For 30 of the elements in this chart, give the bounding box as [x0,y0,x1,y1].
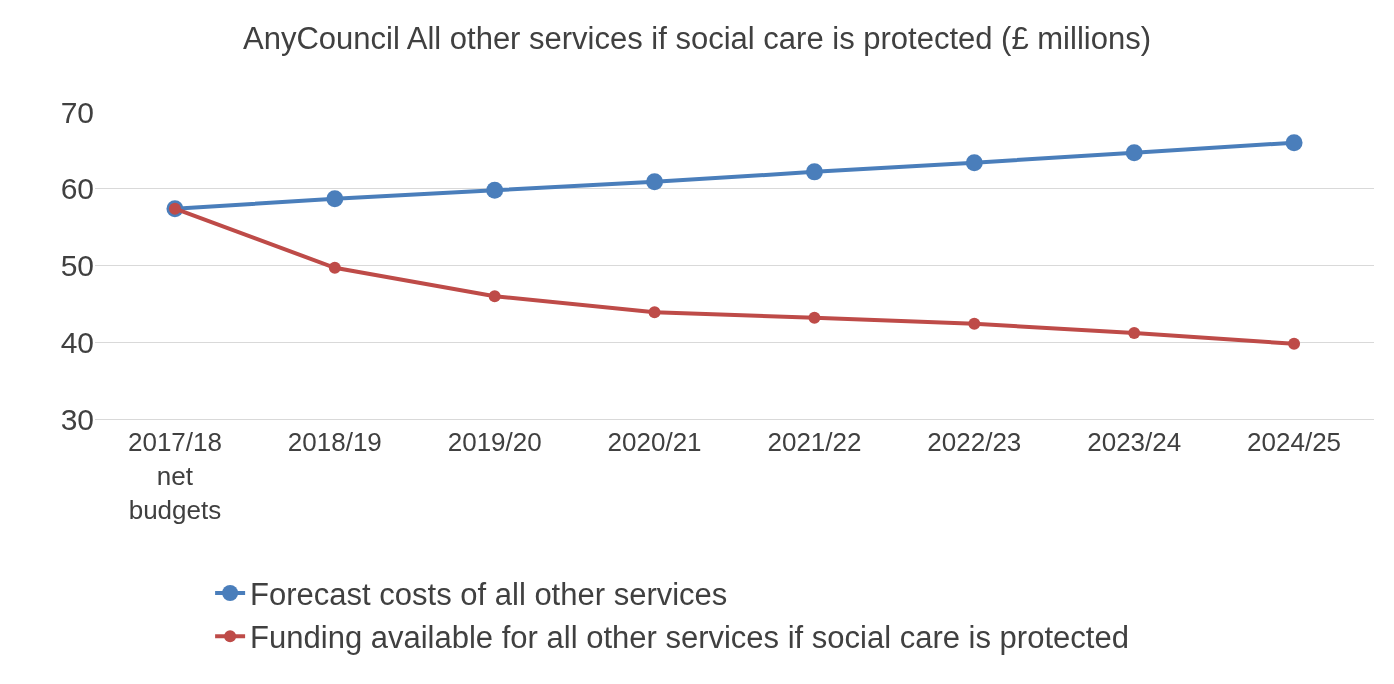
x-tick-label: 2020/21 [607,427,702,458]
x-tick-label: 2018/19 [287,427,382,458]
point [328,261,341,274]
point [646,173,664,191]
legend-label: Funding available for all other services if social care is protected [250,620,1129,656]
point [805,163,823,181]
point [486,181,504,199]
x-tick-label: 2022/23 [927,427,1022,458]
y-tick-label: 50 [60,249,94,282]
x-tick-label: 2017/18 net budgets [127,427,222,525]
point [1128,327,1141,340]
point [488,290,501,303]
point [1125,144,1143,162]
point [326,190,344,208]
y-tick-label: 70 [60,95,94,129]
x-tick-label: 2024/25 [1247,427,1342,458]
point [1285,134,1303,152]
y-tick-label: 30 [60,402,94,436]
x-tick-label: 2023/24 [1087,427,1182,458]
y-tick-label: 60 [60,172,94,206]
point [965,154,983,172]
chart-title: AnyCouncil All other services if social care is protected (£ millions) [243,21,1151,57]
legend-label: Forecast costs of all other services [250,577,728,613]
point [808,311,821,324]
x-tick-label: 2019/20 [447,427,542,458]
point [968,317,981,330]
x-tick-label: 2021/22 [767,427,862,458]
y-tick-label: 40 [60,325,94,359]
point [648,306,661,319]
point [1288,337,1301,350]
